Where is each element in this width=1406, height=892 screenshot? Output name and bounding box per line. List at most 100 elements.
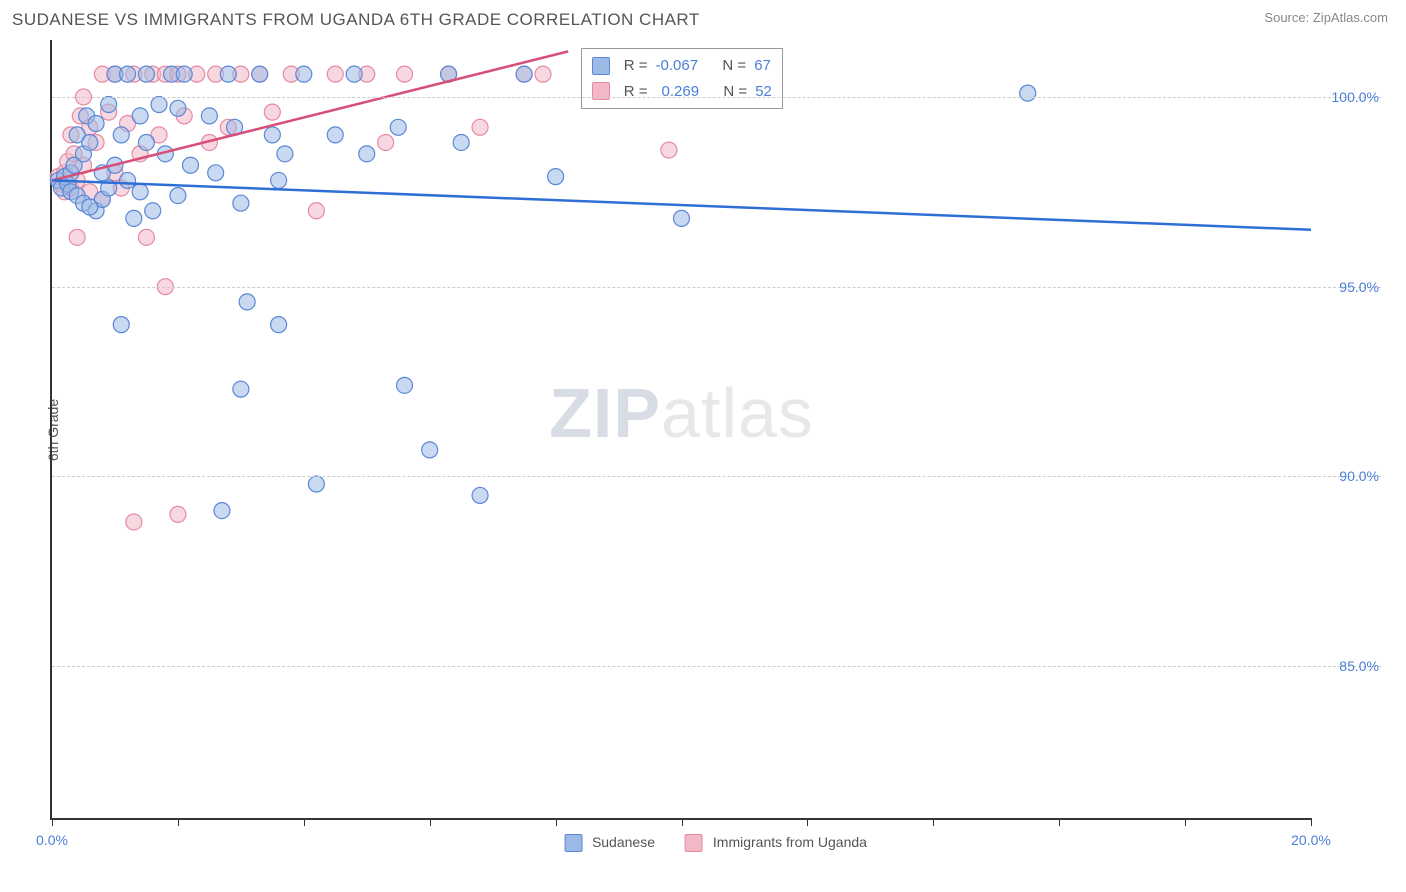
data-point <box>264 127 280 143</box>
data-point <box>138 229 154 245</box>
y-tick-label: 90.0% <box>1319 468 1379 484</box>
data-point <box>151 97 167 113</box>
x-tick-label: 20.0% <box>1291 832 1331 848</box>
legend-item-series2: Immigrants from Uganda <box>685 834 867 852</box>
x-tick <box>1059 818 1060 826</box>
data-point <box>233 381 249 397</box>
data-point <box>82 134 98 150</box>
plot-area: ZIPatlas R = -0.067 N = 67 R = 0.269 N =… <box>50 40 1311 820</box>
scatter-svg <box>52 40 1311 818</box>
data-point <box>1020 85 1036 101</box>
n-value-series2: 52 <box>755 79 772 105</box>
x-tick <box>178 818 179 826</box>
y-tick-label: 100.0% <box>1319 89 1379 105</box>
swatch-series1 <box>592 57 610 75</box>
r-value-series1: -0.067 <box>656 53 699 79</box>
data-point <box>208 165 224 181</box>
x-tick <box>933 818 934 826</box>
data-point <box>422 442 438 458</box>
data-point <box>82 199 98 215</box>
x-tick <box>52 818 53 826</box>
data-point <box>170 100 186 116</box>
data-point <box>327 127 343 143</box>
swatch-series1 <box>564 834 582 852</box>
source-label: Source: <box>1264 10 1309 25</box>
data-point <box>69 229 85 245</box>
data-point <box>472 487 488 503</box>
n-value-series1: 67 <box>754 53 771 79</box>
n-label: N = <box>722 53 746 79</box>
data-point <box>138 66 154 82</box>
data-point <box>548 169 564 185</box>
data-point <box>132 108 148 124</box>
gridline <box>52 666 1381 667</box>
r-label: R = <box>624 53 648 79</box>
legend: Sudanese Immigrants from Uganda <box>564 834 867 852</box>
data-point <box>472 119 488 135</box>
data-point <box>271 317 287 333</box>
data-point <box>397 377 413 393</box>
x-tick <box>1311 818 1312 826</box>
data-point <box>453 134 469 150</box>
x-tick <box>430 818 431 826</box>
data-point <box>233 195 249 211</box>
y-tick-label: 95.0% <box>1319 279 1379 295</box>
gridline <box>52 287 1381 288</box>
data-point <box>296 66 312 82</box>
data-point <box>145 203 161 219</box>
stats-row-series1: R = -0.067 N = 67 <box>592 53 772 79</box>
data-point <box>661 142 677 158</box>
r-value-series2: 0.269 <box>662 79 700 105</box>
x-tick <box>1185 818 1186 826</box>
swatch-series2 <box>685 834 703 852</box>
source-name[interactable]: ZipAtlas.com <box>1313 10 1388 25</box>
y-tick-label: 85.0% <box>1319 658 1379 674</box>
data-point <box>535 66 551 82</box>
data-point <box>359 146 375 162</box>
data-point <box>346 66 362 82</box>
x-tick <box>556 818 557 826</box>
data-point <box>220 66 236 82</box>
gridline <box>52 476 1381 477</box>
data-point <box>132 184 148 200</box>
stats-row-series2: R = 0.269 N = 52 <box>592 79 772 105</box>
data-point <box>182 157 198 173</box>
x-tick <box>304 818 305 826</box>
data-point <box>88 115 104 131</box>
data-point <box>120 172 136 188</box>
data-point <box>252 66 268 82</box>
data-point <box>176 66 192 82</box>
n-label: N = <box>723 79 747 105</box>
data-point <box>390 119 406 135</box>
data-point <box>264 104 280 120</box>
x-tick-label: 0.0% <box>36 832 68 848</box>
data-point <box>126 210 142 226</box>
chart-title: SUDANESE VS IMMIGRANTS FROM UGANDA 6TH G… <box>12 10 700 30</box>
data-point <box>170 506 186 522</box>
data-point <box>308 203 324 219</box>
gridline <box>52 97 1381 98</box>
data-point <box>120 66 136 82</box>
legend-label-series1: Sudanese <box>592 834 655 850</box>
data-point <box>101 97 117 113</box>
correlation-stats-box: R = -0.067 N = 67 R = 0.269 N = 52 <box>581 48 783 109</box>
data-point <box>327 66 343 82</box>
data-point <box>113 127 129 143</box>
data-point <box>397 66 413 82</box>
chart-header: SUDANESE VS IMMIGRANTS FROM UGANDA 6TH G… <box>0 0 1406 35</box>
legend-label-series2: Immigrants from Uganda <box>713 834 867 850</box>
source-attribution: Source: ZipAtlas.com <box>1264 10 1388 25</box>
data-point <box>214 503 230 519</box>
data-point <box>271 172 287 188</box>
data-point <box>277 146 293 162</box>
data-point <box>138 134 154 150</box>
plot-container: 6th Grade ZIPatlas R = -0.067 N = 67 R =… <box>50 40 1381 820</box>
data-point <box>378 134 394 150</box>
data-point <box>674 210 690 226</box>
data-point <box>113 317 129 333</box>
data-point <box>516 66 532 82</box>
legend-item-series1: Sudanese <box>564 834 655 852</box>
data-point <box>126 514 142 530</box>
data-point <box>308 476 324 492</box>
x-tick <box>807 818 808 826</box>
